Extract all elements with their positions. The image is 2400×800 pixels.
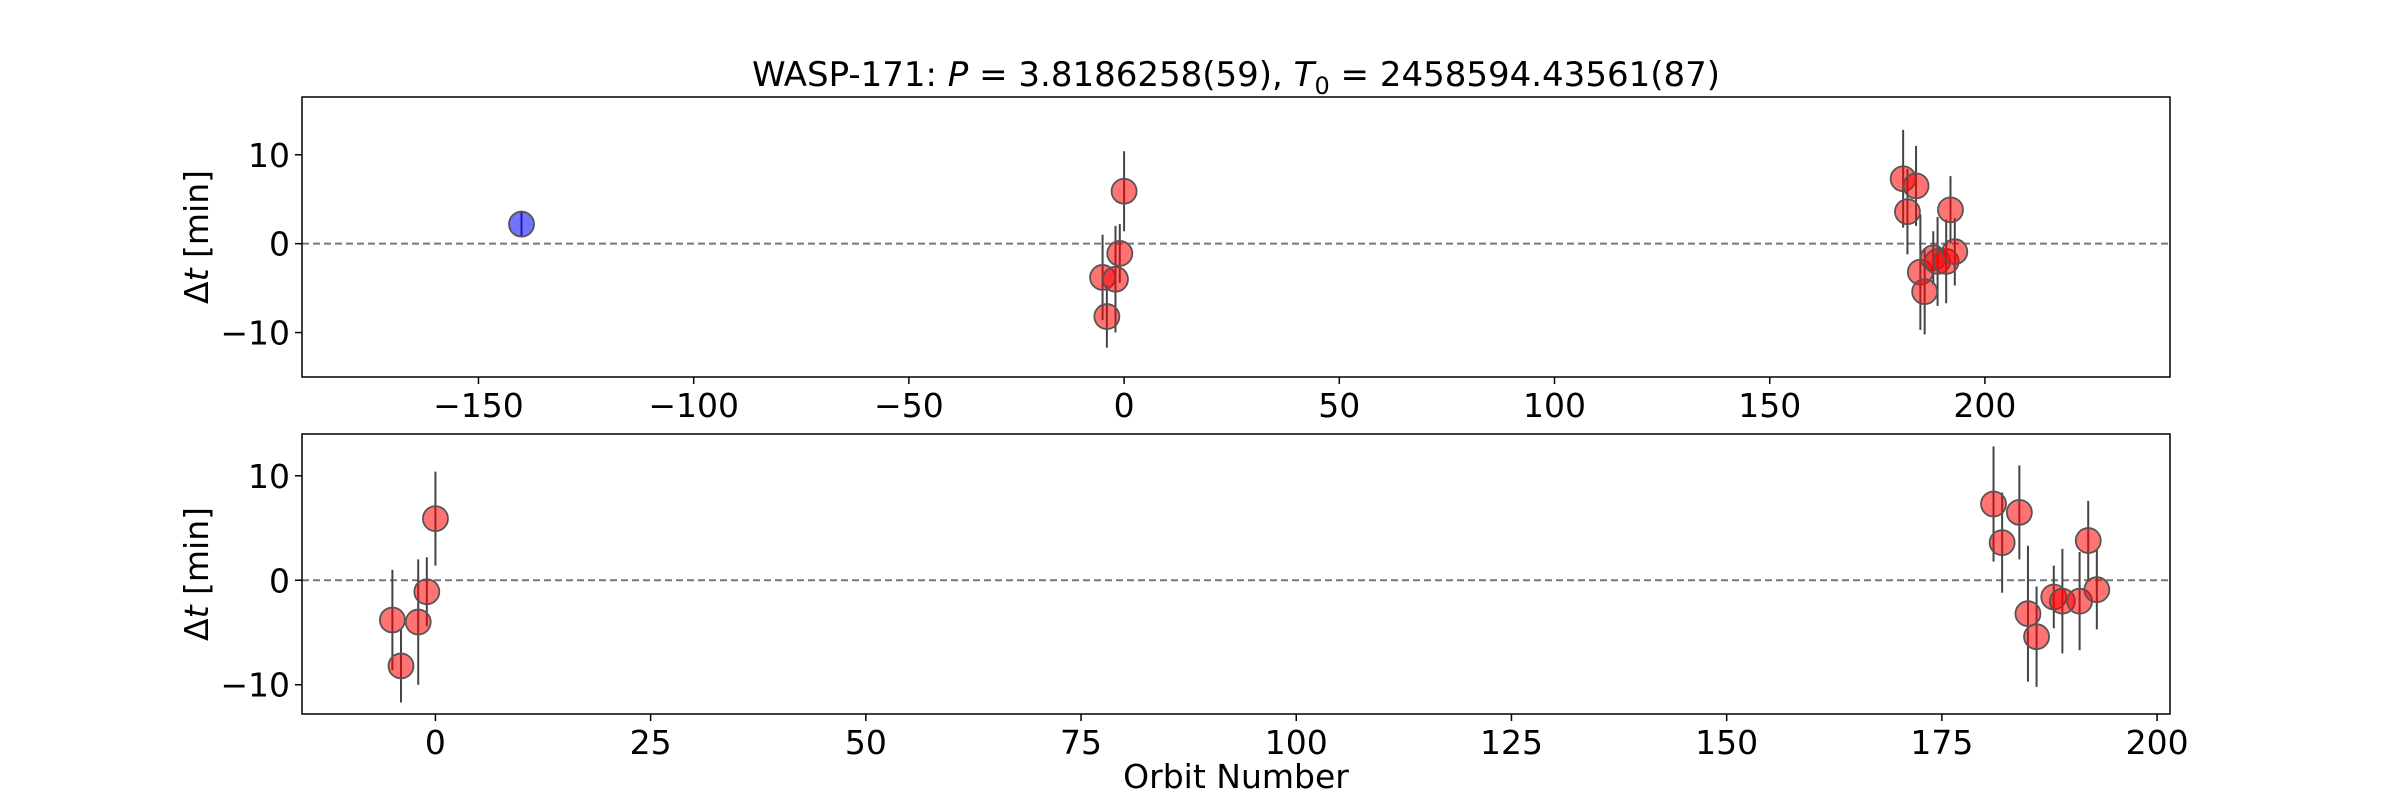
red-data-point: [422, 505, 449, 533]
x-tick-label: 175: [1910, 723, 1973, 762]
red-data-point: [1988, 529, 2016, 557]
y-axis-label-t: t: [177, 267, 216, 281]
x-tick-label: 25: [630, 723, 672, 762]
red-data-point: [2074, 527, 2102, 554]
x-tick-label: 100: [1523, 386, 1586, 425]
plot-frame-bottom: [301, 433, 2171, 715]
x-tick-label: 150: [1738, 386, 1801, 425]
y-tick-label: 10: [248, 136, 290, 175]
title-p-symbol: P: [948, 55, 969, 95]
red-data-point: [1902, 172, 1930, 200]
y-axis-label-delta: Δ: [177, 281, 216, 304]
red-data-point: [1980, 490, 2007, 518]
title-p-value: = 3.8186258(59),: [968, 55, 1293, 95]
y-axis-label-unit: [min]: [177, 507, 216, 605]
red-data-point: [404, 608, 432, 636]
x-tick-label: −100: [648, 386, 739, 425]
title-name: WASP-171:: [752, 55, 948, 95]
red-data-point: [1911, 278, 1939, 306]
y-axis-label-t: t: [177, 604, 216, 618]
y-tick-label: 10: [248, 457, 290, 496]
y-tick-label: 0: [269, 225, 290, 264]
y-tick-label: −10: [220, 314, 290, 353]
x-tick-label: −150: [433, 386, 524, 425]
red-data-point: [2005, 498, 2033, 526]
x-tick-label: 0: [1114, 386, 1135, 425]
title-t-subscript: 0: [1314, 72, 1329, 100]
y-axis-label: Δt [min]: [177, 507, 216, 641]
x-tick-label: 75: [1060, 723, 1102, 762]
y-axis-label-unit: [min]: [177, 170, 216, 268]
red-data-point: [2023, 623, 2050, 651]
red-data-point: [378, 606, 406, 634]
title-t-value: = 2458594.43561(87): [1330, 55, 1720, 95]
x-tick-label: 150: [1695, 723, 1758, 762]
x-tick-label: 125: [1480, 723, 1543, 762]
title-t-symbol: T: [1294, 55, 1317, 95]
red-data-point: [2014, 600, 2042, 628]
red-data-point: [1937, 196, 1964, 224]
x-tick-label: 50: [845, 723, 887, 762]
blue-data-point: [508, 210, 535, 238]
x-tick-label: −50: [874, 386, 944, 425]
plot-frame-top: [301, 96, 2171, 378]
red-data-point: [1093, 303, 1121, 330]
red-data-point: [1106, 240, 1134, 267]
y-axis-label-delta: Δ: [177, 618, 216, 641]
y-tick-label: −10: [220, 666, 290, 705]
y-axis-label: Δt [min]: [177, 170, 216, 304]
red-data-point: [2083, 576, 2111, 604]
chart-title: WASP-171: P = 3.8186258(59), T0 = 245859…: [752, 55, 1720, 100]
x-tick-label: 0: [425, 723, 446, 762]
x-tick-label: 200: [2126, 723, 2189, 762]
red-data-point: [1894, 198, 1921, 226]
x-tick-label: 200: [1953, 386, 2016, 425]
red-data-point: [387, 652, 415, 680]
x-tick-label: 100: [1265, 723, 1328, 762]
red-data-point: [1941, 238, 1969, 266]
red-data-point: [1110, 177, 1138, 205]
red-data-point: [1102, 265, 1129, 293]
y-tick-label: 0: [269, 561, 290, 600]
red-data-point: [413, 578, 441, 606]
x-tick-label: 50: [1318, 386, 1360, 425]
x-axis-label: Orbit Number: [1123, 757, 1349, 796]
